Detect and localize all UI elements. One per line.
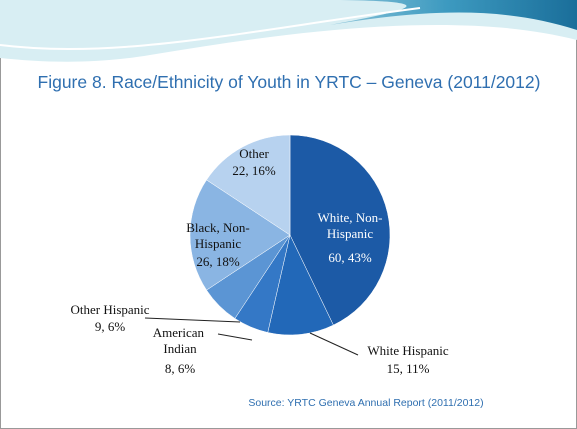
- label-line: White, Non-: [318, 210, 383, 225]
- header-line: [0, 7, 421, 51]
- pie-slice: [189, 179, 291, 291]
- label-line: American: [153, 325, 208, 340]
- leader-line: [144, 317, 241, 323]
- chart-title: Figure 8. Race/Ethnicity of Youth in YRT…: [38, 72, 541, 92]
- value-label: 60, 43%: [328, 250, 372, 265]
- source: Source: YRTC Geneva Annual Report (2011/…: [248, 397, 483, 409]
- category-label: Other Hispanic: [70, 302, 149, 317]
- leader-line: [309, 332, 359, 356]
- value-label: 15, 11%: [387, 361, 430, 376]
- label-line: Black, Non-: [186, 220, 250, 235]
- leader-line: [217, 333, 253, 341]
- label-line: Hispanic: [195, 236, 241, 251]
- value-label: 22, 16%: [232, 163, 276, 178]
- value-label: 8, 6%: [165, 361, 196, 376]
- value-label: 9, 6%: [95, 319, 126, 334]
- header-swoosh-dark: [250, 0, 577, 30]
- label-line: Indian: [163, 341, 197, 356]
- pie-slice: [289, 134, 391, 326]
- pie-slice: [267, 234, 334, 336]
- category-label: Other: [239, 146, 269, 161]
- category-label: White, Non-Hispanic: [318, 210, 383, 241]
- value-label: 26, 18%: [196, 254, 240, 269]
- category-label: Black, Non-Hispanic: [186, 220, 250, 251]
- pie-slice: [206, 134, 291, 236]
- label-line: Hispanic: [327, 226, 373, 241]
- category-label: American Indian: [153, 325, 208, 356]
- category-label: White Hispanic: [367, 343, 448, 358]
